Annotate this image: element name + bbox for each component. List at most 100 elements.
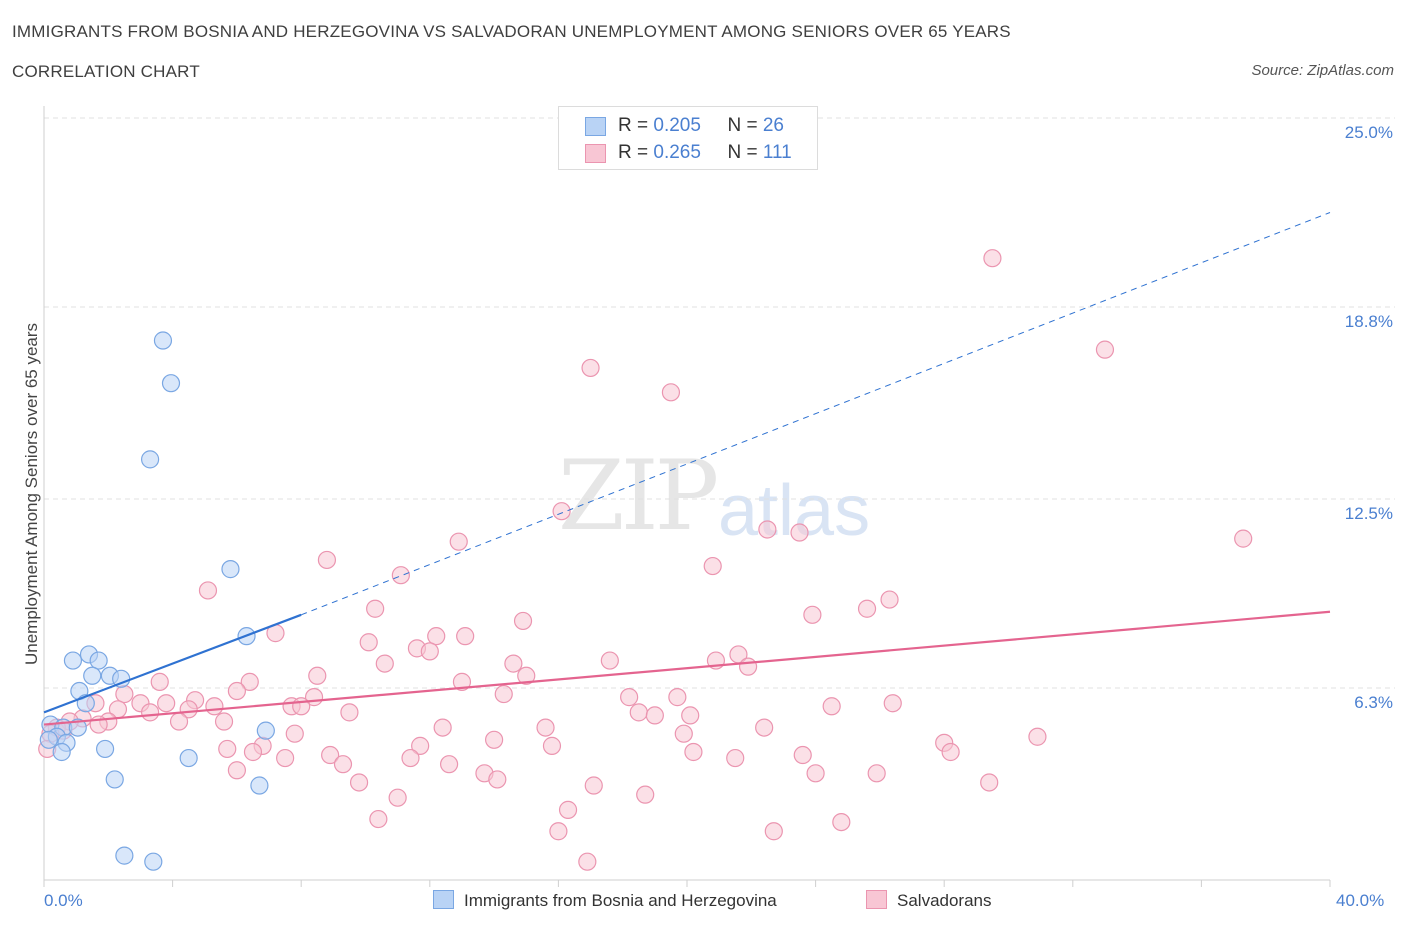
r-value-2: 0.265 xyxy=(653,142,701,163)
salvadoran-point-23 xyxy=(420,642,439,661)
salvadoran-point-45 xyxy=(205,697,224,716)
salvadoran-point-19 xyxy=(427,627,446,646)
salvadoran-point-103 xyxy=(764,822,783,841)
salvadoran-point-71 xyxy=(485,730,504,749)
salvadoran-point-31 xyxy=(517,666,536,685)
salvadoran-point-82 xyxy=(793,745,812,765)
salvadoran-point-44 xyxy=(157,694,176,713)
bosnia-point-8 xyxy=(83,666,102,685)
salvadoran-point-27 xyxy=(375,654,394,673)
salvadoran-point-89 xyxy=(227,761,246,780)
bosnia-point-26 xyxy=(144,852,163,871)
salvadoran-point-8 xyxy=(449,532,468,551)
y-tick-label-2: 18.8% xyxy=(1344,311,1393,331)
salvadoran-point-6 xyxy=(790,523,809,542)
n-label-1: N = xyxy=(727,115,763,136)
salvadoran-point-97 xyxy=(388,788,407,807)
chart-subtitle: CORRELATION CHART xyxy=(12,62,200,81)
salvadoran-point-36 xyxy=(115,684,134,704)
salvadoran-point-54 xyxy=(629,703,648,722)
y-tick-label-0: 6.3% xyxy=(1354,692,1393,712)
salvadoran-point-14 xyxy=(857,599,877,618)
salvadoran-point-15 xyxy=(366,599,385,618)
salvadoran-point-56 xyxy=(645,706,664,725)
salvadoran-point-33 xyxy=(240,672,259,691)
salvadoran-point-34 xyxy=(452,672,472,691)
salvadoran-point-0 xyxy=(983,249,1002,268)
bosnia-point-19 xyxy=(52,742,71,762)
salvadoran-point-104 xyxy=(578,852,597,871)
salvadoran-point-91 xyxy=(806,764,825,783)
salvadoran-point-9 xyxy=(317,550,337,570)
salvadoran-point-67 xyxy=(755,718,774,737)
salvadoran-point-53 xyxy=(340,703,359,722)
salvadoran-point-94 xyxy=(349,773,369,792)
legend-label-bosnia: Immigrants from Bosnia and Herzegovina xyxy=(464,891,777,910)
bosnia-point-15 xyxy=(68,718,87,737)
salvadoran-point-86 xyxy=(726,748,745,768)
salvadoran-point-61 xyxy=(214,712,234,731)
pink-swatch xyxy=(585,144,606,163)
salvadoran-point-51 xyxy=(140,703,160,722)
legend-item-bosnia: Immigrants from Bosnia and Herzegovina xyxy=(433,890,777,911)
salvadoran-point-20 xyxy=(456,627,475,646)
n-label-2: N = xyxy=(727,142,763,163)
salvadoran-point-66 xyxy=(536,718,555,737)
salvadoran-point-32 xyxy=(150,672,169,691)
r-value-1: 0.205 xyxy=(653,115,701,136)
salvadoran-point-11 xyxy=(391,566,410,585)
salvadoran-trend-line xyxy=(43,610,1331,726)
source-label: Source: ZipAtlas.com xyxy=(1251,62,1394,79)
salvadoran-point-37 xyxy=(494,684,513,704)
y-tick-label-3: 25.0% xyxy=(1344,123,1393,142)
salvadoran-point-101 xyxy=(832,812,851,832)
salvadoran-point-5 xyxy=(758,520,777,539)
salvadoran-point-39 xyxy=(668,688,687,707)
salvadoran-point-2 xyxy=(581,358,600,378)
salvadoran-point-70 xyxy=(674,724,693,743)
salvadoran-point-102 xyxy=(549,822,568,841)
salvadoran-point-69 xyxy=(285,724,304,743)
salvadoran-point-65 xyxy=(433,718,452,737)
bosnia-trend-extension xyxy=(301,212,1331,616)
bosnia-point-2 xyxy=(140,450,160,469)
bosnia-point-17 xyxy=(39,730,58,749)
salvadoran-point-87 xyxy=(333,755,353,774)
salvadoran-point-13 xyxy=(880,590,899,609)
x-tick-label-max: 40.0% xyxy=(1336,891,1385,910)
salvadoran-point-29 xyxy=(738,657,758,676)
legend-label-salvadorans: Salvadorans xyxy=(897,891,992,910)
salvadoran-point-98 xyxy=(636,785,655,804)
salvadoran-point-4 xyxy=(552,502,571,521)
n-value-1: 26 xyxy=(762,115,784,136)
blue-swatch xyxy=(585,117,606,136)
bosnia-point-7 xyxy=(89,651,108,670)
salvadoran-point-60 xyxy=(169,712,189,731)
salvadoran-point-55 xyxy=(681,706,700,725)
stats-legend: R = 0.205 N = 26 R = 0.265 N = 111 xyxy=(558,106,818,170)
salvadoran-point-80 xyxy=(243,742,263,762)
n-value-2: 111 xyxy=(762,142,792,163)
legend-item-salvadorans: Salvadorans xyxy=(866,890,992,911)
bosnia-point-1 xyxy=(161,374,181,393)
salvadoran-point-7 xyxy=(1234,529,1253,548)
salvadoran-point-79 xyxy=(321,745,340,765)
r-label-1: R = xyxy=(618,115,654,136)
salvadoran-point-100 xyxy=(369,809,388,829)
salvadoran-point-81 xyxy=(684,742,703,762)
salvadoran-point-85 xyxy=(401,748,420,768)
salvadoran-point-83 xyxy=(941,742,960,762)
bosnia-point-6 xyxy=(63,651,83,670)
salvadoran-point-21 xyxy=(359,633,378,652)
salvadoran-point-99 xyxy=(558,800,578,819)
salvadoran-point-77 xyxy=(542,736,562,755)
salvadoran-point-47 xyxy=(292,697,311,716)
bosnia-point-22 xyxy=(256,721,275,740)
chart-title: IMMIGRANTS FROM BOSNIA AND HERZEGOVINA V… xyxy=(12,22,1011,41)
x-tick-label-min: 0.0% xyxy=(44,891,83,910)
bosnia-point-24 xyxy=(250,776,269,795)
salvadoran-point-16 xyxy=(803,605,822,624)
bosnia-point-23 xyxy=(105,770,124,789)
salvadoran-point-84 xyxy=(276,748,295,768)
